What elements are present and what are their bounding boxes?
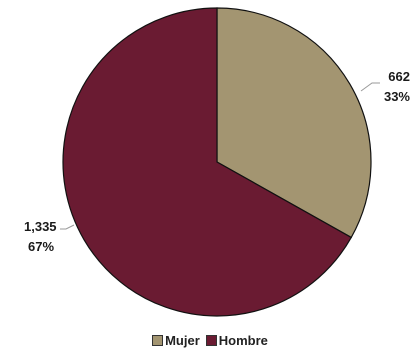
leader-line-hombre xyxy=(60,224,75,230)
leader-lines xyxy=(60,82,380,230)
legend-label-hombre: Hombre xyxy=(218,333,268,348)
leader-line-mujer xyxy=(360,82,380,92)
pie-slices xyxy=(62,7,372,317)
legend: Mujer Hombre xyxy=(0,333,420,348)
data-label-mujer-value: 662 xyxy=(388,69,410,84)
data-label-hombre-value: 1,335 xyxy=(24,219,57,234)
pie-slice-mujer xyxy=(216,7,372,239)
data-label-mujer-percent: 33% xyxy=(384,89,410,104)
legend-swatch-mujer xyxy=(152,335,164,346)
data-labels: 662 33% 1,335 67% xyxy=(24,69,410,254)
pie-slice-hombre xyxy=(62,7,353,317)
legend-swatch-hombre xyxy=(205,335,217,346)
legend-item-hombre: Hombre xyxy=(205,333,268,348)
legend-label-mujer: Mujer xyxy=(165,333,200,348)
legend-item-mujer: Mujer xyxy=(152,333,200,348)
data-label-hombre-percent: 67% xyxy=(28,239,54,254)
